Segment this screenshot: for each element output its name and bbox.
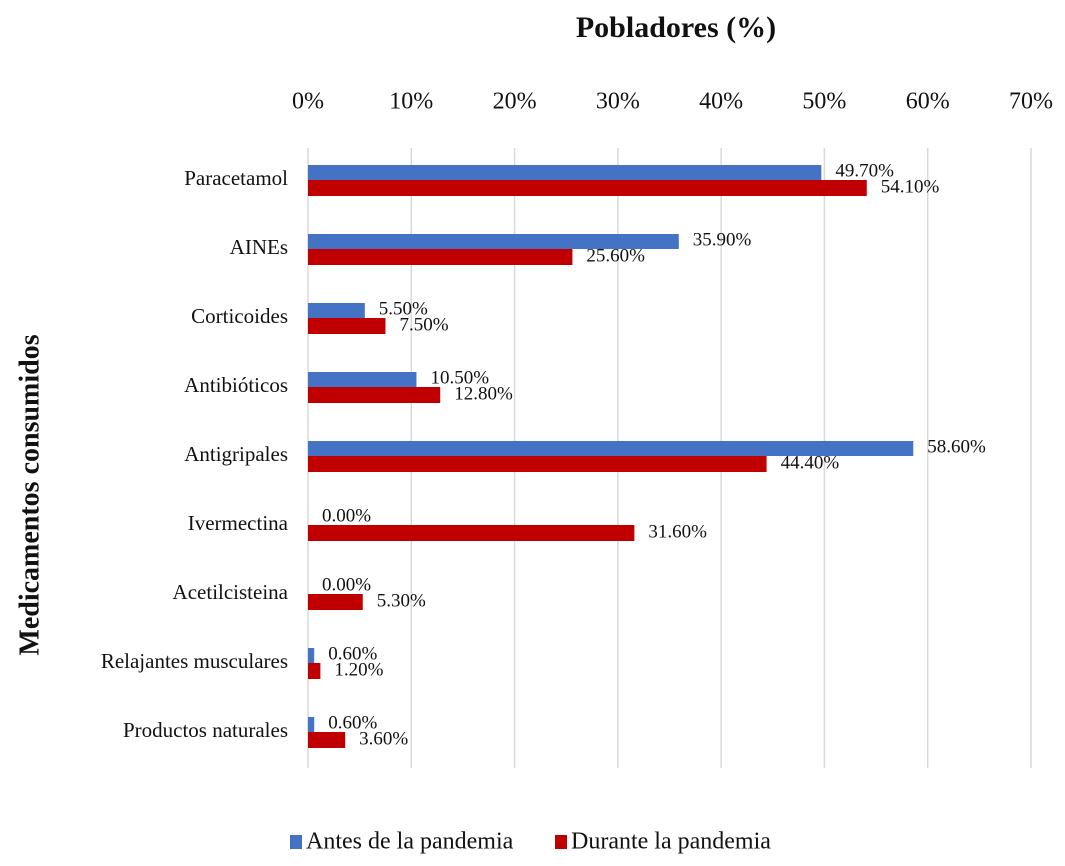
bar (308, 663, 321, 679)
data-label: 35.90% (693, 229, 752, 250)
data-label: 44.40% (781, 452, 840, 473)
bar (308, 717, 315, 732)
data-label: 31.60% (648, 521, 707, 542)
legend-swatch (555, 835, 567, 849)
data-label: 5.30% (377, 590, 426, 611)
data-label: 54.10% (881, 176, 940, 197)
bar (308, 525, 635, 541)
bar (308, 456, 767, 472)
y-tick-label: Paracetamol (184, 166, 288, 190)
y-axis-label: Medicamentos consumidos (14, 334, 45, 655)
legend-label: Durante la pandemia (571, 829, 771, 855)
x-tick-label: 10% (389, 89, 433, 115)
bar (308, 180, 867, 196)
data-label: 5.50% (379, 298, 428, 319)
bar (308, 303, 365, 318)
x-tick-label: 50% (802, 89, 846, 115)
data-label: 0.00% (322, 574, 371, 595)
y-tick-label: Antibióticos (184, 373, 288, 397)
y-tick-label: Acetilcisteina (173, 580, 289, 604)
chart-title: Pobladores (%) (576, 11, 776, 44)
bar (308, 372, 417, 387)
legend-swatch (290, 835, 302, 849)
data-label: 58.60% (927, 436, 986, 457)
x-tick-label: 0% (292, 89, 324, 115)
bar (308, 234, 679, 249)
bar (308, 165, 822, 180)
bar (308, 249, 573, 265)
bar (308, 732, 346, 748)
data-label: 0.60% (328, 643, 377, 664)
y-tick-label: Relajantes musculares (101, 649, 288, 673)
data-label: 3.60% (359, 728, 408, 749)
data-label: 12.80% (454, 383, 513, 404)
bar (308, 318, 386, 334)
y-tick-label: Ivermectina (188, 511, 289, 535)
y-tick-label: Antigripales (184, 442, 288, 466)
data-label: 25.60% (586, 245, 645, 266)
bar (308, 648, 315, 663)
data-label: 49.70% (835, 160, 894, 181)
legend-label: Antes de la pandemia (306, 829, 514, 855)
x-tick-label: 20% (493, 89, 537, 115)
data-label: 7.50% (399, 314, 448, 335)
bar (308, 594, 363, 610)
y-tick-label: Productos naturales (123, 718, 288, 742)
data-label: 0.60% (328, 712, 377, 733)
x-tick-label: 60% (906, 89, 950, 115)
data-label: 10.50% (430, 367, 489, 388)
x-tick-label: 40% (699, 89, 743, 115)
y-tick-label: AINEs (230, 235, 288, 259)
x-tick-label: 30% (596, 89, 640, 115)
data-label: 1.20% (334, 659, 383, 680)
y-tick-label: Corticoides (191, 304, 288, 328)
bar (308, 441, 914, 456)
bar (308, 387, 441, 403)
x-tick-label: 70% (1009, 89, 1053, 115)
data-label: 0.00% (322, 505, 371, 526)
